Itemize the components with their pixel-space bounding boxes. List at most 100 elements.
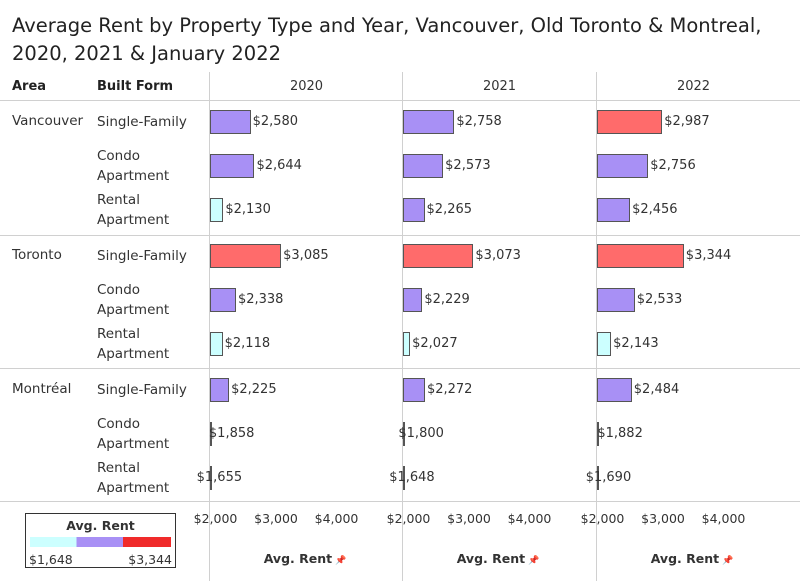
tick-label: $2,000 — [580, 511, 625, 526]
pin-icon[interactable]: 📌 — [528, 556, 540, 566]
data-label: $3,073 — [475, 248, 521, 263]
built-form-label: Single-Family — [97, 248, 187, 264]
column-header-2022: 2022 — [676, 79, 711, 94]
data-label: $2,130 — [225, 202, 271, 217]
axis-title: Avg. Rent 📌 — [457, 551, 540, 566]
axis-title-text: Avg. Rent — [456, 551, 526, 566]
bar — [403, 244, 474, 268]
axis-title: Avg. Rent 📌 — [651, 551, 734, 566]
data-label: $1,858 — [208, 426, 255, 441]
bar — [403, 332, 411, 356]
area-label: Toronto — [12, 247, 62, 263]
tick-label: $4,000 — [701, 511, 746, 526]
data-label: $2,484 — [633, 382, 680, 397]
bar — [210, 422, 212, 446]
axis-title-text: Avg. Rent — [263, 551, 333, 566]
data-label: $2,272 — [426, 382, 473, 397]
data-label: $2,756 — [650, 158, 696, 173]
bar — [597, 378, 632, 402]
tick-label: $4,000 — [314, 511, 359, 526]
built-form-label: Condo Apartment — [97, 416, 170, 452]
built-form-label: Single-Family — [97, 382, 187, 398]
data-label: $2,143 — [613, 336, 659, 351]
bar — [597, 288, 635, 312]
bar — [597, 110, 663, 134]
data-label: $1,882 — [597, 426, 643, 441]
legend-max-label: $3,344 — [128, 552, 172, 567]
built-form-label: Rental Apartment — [97, 326, 170, 362]
legend-gradient — [30, 537, 171, 547]
color-legend: Avg. Rent $1,648 $3,344 — [25, 513, 176, 568]
group-divider-1 — [0, 235, 800, 236]
built-form-label: Condo Apartment — [97, 148, 170, 184]
built-form-label: Rental Apartment — [97, 192, 170, 228]
data-label: $3,085 — [283, 248, 329, 263]
data-label: $2,338 — [237, 292, 284, 307]
bar — [210, 378, 230, 402]
bar — [597, 154, 649, 178]
bar — [597, 332, 612, 356]
data-label: $2,118 — [224, 336, 271, 351]
bar — [597, 422, 599, 446]
built-form-label: Rental Apartment — [97, 460, 170, 496]
data-label: $2,027 — [412, 336, 458, 351]
tick-label: $4,000 — [507, 511, 552, 526]
axis-title-text: Avg. Rent — [650, 551, 720, 566]
bar — [210, 110, 251, 134]
pane-divider-1 — [209, 72, 210, 581]
bar — [403, 378, 425, 402]
area-label: Montréal — [12, 381, 72, 397]
bar — [210, 288, 236, 312]
bar — [403, 288, 423, 312]
pane-divider-2 — [402, 72, 403, 581]
area-label: Vancouver — [12, 113, 84, 129]
axis-divider — [0, 501, 800, 502]
data-label: $2,265 — [426, 202, 473, 217]
bar — [403, 466, 405, 490]
bar — [210, 198, 224, 222]
bar — [403, 154, 444, 178]
data-label: $2,229 — [424, 292, 470, 307]
chart-title: Average Rent by Property Type and Year, … — [12, 14, 762, 65]
data-label: $1,655 — [196, 470, 243, 485]
data-label: $2,456 — [632, 202, 678, 217]
bar — [210, 154, 255, 178]
data-label: $1,800 — [398, 426, 444, 441]
tick-label: $2,000 — [193, 511, 238, 526]
data-label: $2,573 — [445, 158, 491, 173]
bar — [597, 198, 631, 222]
bar — [597, 466, 599, 490]
built-form-label: Single-Family — [97, 114, 187, 130]
data-label: $2,758 — [456, 114, 502, 129]
column-header-2021: 2021 — [482, 79, 517, 94]
data-label: $1,648 — [389, 470, 435, 485]
bar — [210, 466, 212, 490]
bar — [210, 332, 223, 356]
data-label: $2,580 — [252, 114, 299, 129]
built-form-header: Built Form — [97, 79, 174, 94]
pane-divider-3 — [596, 72, 597, 581]
tick-label: $2,000 — [386, 511, 431, 526]
bar — [403, 422, 405, 446]
data-label: $2,533 — [636, 292, 683, 307]
pin-icon[interactable]: 📌 — [722, 556, 734, 566]
data-label: $3,344 — [685, 248, 732, 263]
legend-title: Avg. Rent — [66, 518, 135, 533]
group-divider-2 — [0, 368, 800, 369]
bar — [210, 244, 282, 268]
tick-label: $3,000 — [254, 511, 298, 526]
column-header-2020: 2020 — [289, 79, 324, 94]
pin-icon[interactable]: 📌 — [335, 556, 347, 566]
bar — [597, 244, 684, 268]
legend-min-label: $1,648 — [29, 552, 73, 567]
tick-label: $3,000 — [447, 511, 491, 526]
bar — [403, 198, 425, 222]
bar — [403, 110, 455, 134]
data-label: $2,225 — [231, 382, 277, 397]
tick-label: $3,000 — [641, 511, 685, 526]
data-label: $1,690 — [585, 470, 632, 485]
built-form-label: Condo Apartment — [97, 282, 170, 318]
axis-title: Avg. Rent 📌 — [264, 551, 347, 566]
header-divider — [0, 100, 800, 101]
area-header: Area — [12, 79, 47, 94]
